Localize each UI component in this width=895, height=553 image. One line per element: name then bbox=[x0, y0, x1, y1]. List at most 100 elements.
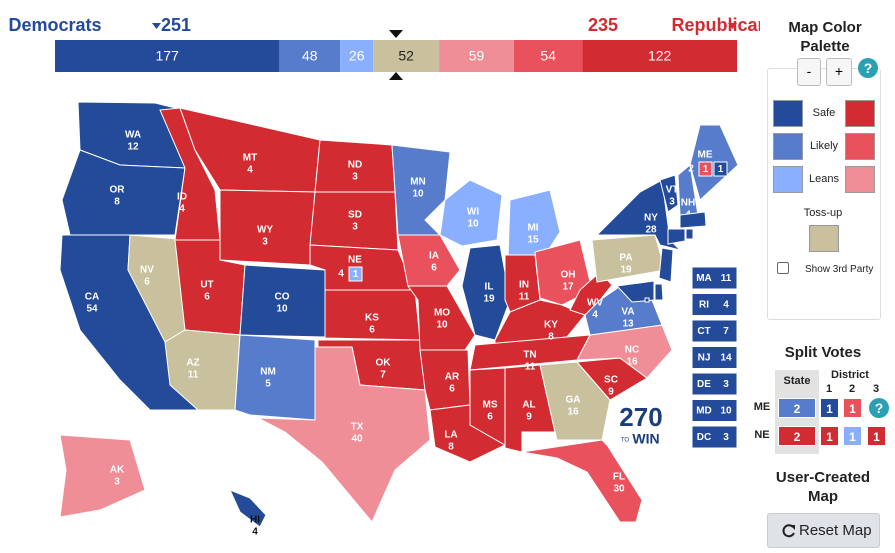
state-abbr: IL bbox=[485, 282, 494, 293]
help-button[interactable]: ? bbox=[858, 58, 878, 78]
state-abbr: MS bbox=[483, 400, 498, 411]
bar-segment bbox=[513, 40, 583, 72]
district-cell: 1 bbox=[820, 398, 839, 418]
small-state-box bbox=[691, 372, 738, 396]
state-votes: 6 bbox=[449, 384, 455, 395]
state-abbr: CA bbox=[85, 292, 99, 303]
state-abbr: FL bbox=[613, 472, 625, 483]
bar-segment bbox=[279, 40, 341, 72]
small-state-box bbox=[691, 346, 738, 369]
state-header: State bbox=[783, 375, 811, 387]
state-votes: 11 bbox=[188, 370, 199, 381]
minus-button[interactable]: - bbox=[797, 58, 821, 86]
state-abbr: NY bbox=[644, 213, 658, 224]
dem-caret bbox=[152, 23, 161, 29]
small-state-abbr: MD bbox=[696, 406, 712, 417]
state-abbr: OK bbox=[376, 358, 392, 369]
state-abbr: ID bbox=[177, 192, 187, 203]
segment-label: 122 bbox=[648, 48, 672, 64]
state-votes: 6 bbox=[487, 412, 493, 423]
state-abbr: WI bbox=[467, 207, 479, 218]
state-votes: 10 bbox=[276, 304, 288, 315]
small-state-abbr: DC bbox=[697, 432, 711, 443]
state-abbr: CO bbox=[275, 292, 290, 303]
segment-label: 48 bbox=[302, 48, 318, 64]
swatch-dem[interactable] bbox=[773, 133, 803, 160]
state-abbr: LA bbox=[444, 430, 457, 441]
swatch-rep[interactable] bbox=[845, 166, 875, 193]
swatch-rep[interactable] bbox=[845, 100, 875, 127]
state-votes: 8 bbox=[114, 197, 120, 208]
small-state-box bbox=[691, 293, 738, 316]
state-abbr: VA bbox=[621, 307, 634, 318]
state bbox=[234, 334, 316, 421]
state-abbr: HI bbox=[250, 515, 260, 526]
logo-small: TO bbox=[621, 438, 630, 444]
district-number: 3 bbox=[872, 383, 880, 395]
state-votes: 8 bbox=[548, 332, 554, 343]
district-cell: 1 bbox=[820, 426, 839, 446]
third-party-label: Show 3rd Party bbox=[805, 264, 874, 275]
marker-bottom bbox=[389, 72, 403, 80]
district-votes: 1 bbox=[703, 164, 709, 175]
state bbox=[521, 439, 643, 523]
state-abbr: NE bbox=[348, 255, 362, 266]
district-number: 1 bbox=[825, 383, 833, 395]
plus-button[interactable]: + bbox=[826, 58, 852, 86]
state bbox=[397, 234, 461, 287]
state-abbr: IN bbox=[519, 280, 529, 291]
district-header: District bbox=[831, 369, 869, 381]
small-state-votes: 4 bbox=[723, 300, 729, 311]
district-votes: 1 bbox=[353, 269, 359, 280]
segment-label: 26 bbox=[349, 48, 365, 64]
state-votes: 17 bbox=[562, 282, 574, 293]
state-abbr: NC bbox=[625, 345, 639, 356]
state-cell: 2 bbox=[778, 426, 816, 446]
state bbox=[615, 280, 655, 303]
state bbox=[59, 434, 146, 518]
state-votes: 16 bbox=[567, 407, 579, 418]
state bbox=[679, 211, 707, 229]
rep-label: Republicans bbox=[671, 15, 760, 35]
small-state-box bbox=[691, 425, 738, 449]
tossup-label: Toss-up bbox=[803, 207, 843, 219]
state-votes: 28 bbox=[645, 225, 657, 236]
state bbox=[257, 346, 431, 523]
bar-segment bbox=[582, 40, 737, 72]
state-votes: 6 bbox=[369, 325, 375, 336]
row-label: NE bbox=[754, 429, 770, 441]
state-votes: 3 bbox=[262, 237, 268, 248]
small-state-box bbox=[691, 319, 738, 343]
swatch-dem[interactable] bbox=[773, 100, 803, 127]
state-abbr: VT bbox=[666, 185, 679, 196]
district-cell: 1 bbox=[867, 426, 886, 446]
state-abbr: AZ bbox=[186, 358, 199, 369]
state-votes: 3 bbox=[352, 222, 358, 233]
state-abbr: SC bbox=[604, 375, 618, 386]
state bbox=[685, 228, 694, 240]
state-votes: 15 bbox=[527, 235, 539, 246]
district-cell: 1 bbox=[843, 398, 862, 418]
state-votes: 19 bbox=[483, 294, 495, 305]
small-state-votes: 7 bbox=[723, 326, 729, 337]
state-votes: 4 bbox=[252, 527, 258, 538]
small-state-box bbox=[691, 266, 738, 290]
swatch-rep[interactable] bbox=[845, 133, 875, 160]
state-votes: 16 bbox=[626, 357, 638, 368]
third-party-checkbox[interactable] bbox=[777, 262, 789, 274]
reset-label: Reset Map bbox=[799, 522, 872, 539]
tossup-swatch[interactable] bbox=[809, 225, 839, 252]
state-votes: 2 bbox=[688, 164, 694, 175]
small-state-abbr: DE bbox=[697, 379, 711, 390]
split-help[interactable]: ? bbox=[869, 398, 889, 418]
small-state-votes: 10 bbox=[720, 406, 732, 417]
state-votes: 6 bbox=[204, 292, 210, 303]
reset-button[interactable]: Reset Map bbox=[767, 513, 880, 548]
state-votes: 9 bbox=[526, 412, 532, 423]
rep-total: 235 bbox=[588, 15, 618, 35]
state-abbr: ND bbox=[348, 160, 362, 171]
swatch-dem[interactable] bbox=[773, 166, 803, 193]
bar-segment bbox=[373, 40, 440, 72]
district-box bbox=[698, 161, 713, 177]
district-votes: 1 bbox=[718, 164, 724, 175]
